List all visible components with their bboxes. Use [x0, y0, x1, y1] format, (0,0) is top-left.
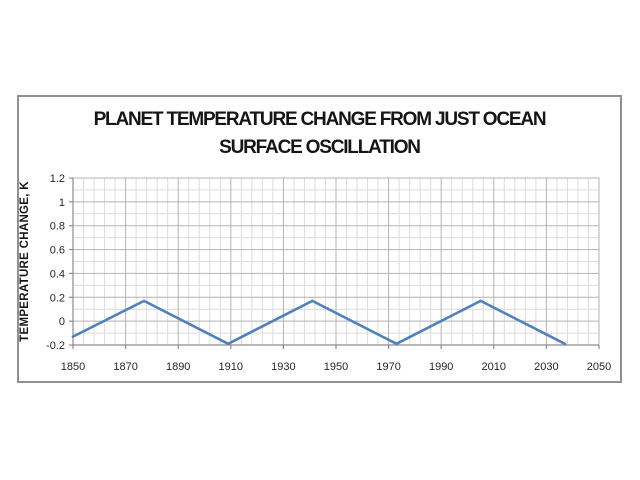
chart-title-line-2: SURFACE OSCILLATION	[219, 137, 421, 158]
x-tick-label: 1850	[61, 361, 85, 373]
x-tick-label: 2030	[534, 361, 558, 373]
y-tick-label: 0.6	[50, 245, 65, 257]
y-tick-label: -0.2	[46, 340, 65, 352]
y-tick-label: 0.2	[50, 292, 65, 304]
y-axis-title: TEMPERATURE CHANGE, K	[19, 181, 31, 342]
chart-title-line-1: PLANET TEMPERATURE CHANGE FROM JUST OCEA…	[93, 109, 547, 130]
x-tick-label: 1990	[429, 361, 453, 373]
x-tick-label: 1950	[324, 361, 348, 373]
y-tick-label: 0	[59, 316, 65, 328]
chart-title: PLANET TEMPERATURE CHANGE FROM JUST OCEA…	[19, 106, 620, 162]
x-tick-label: 1890	[166, 361, 190, 373]
y-tick-label: 1	[59, 197, 65, 209]
y-tick-label: 0.8	[50, 221, 65, 233]
x-tick-label: 1870	[113, 361, 137, 373]
x-tick-label: 2010	[482, 361, 506, 373]
x-tick-label: 2050	[587, 361, 611, 373]
temperature-line	[71, 299, 567, 346]
x-tick-label: 1910	[219, 361, 243, 373]
y-tick-label: 1.2	[50, 173, 65, 185]
x-tick-label: 1930	[271, 361, 295, 373]
x-tick-label: 1970	[376, 361, 400, 373]
slide-frame: PLANET TEMPERATURE CHANGE FROM JUST OCEA…	[17, 95, 622, 383]
y-tick-label: 0.4	[50, 268, 65, 280]
